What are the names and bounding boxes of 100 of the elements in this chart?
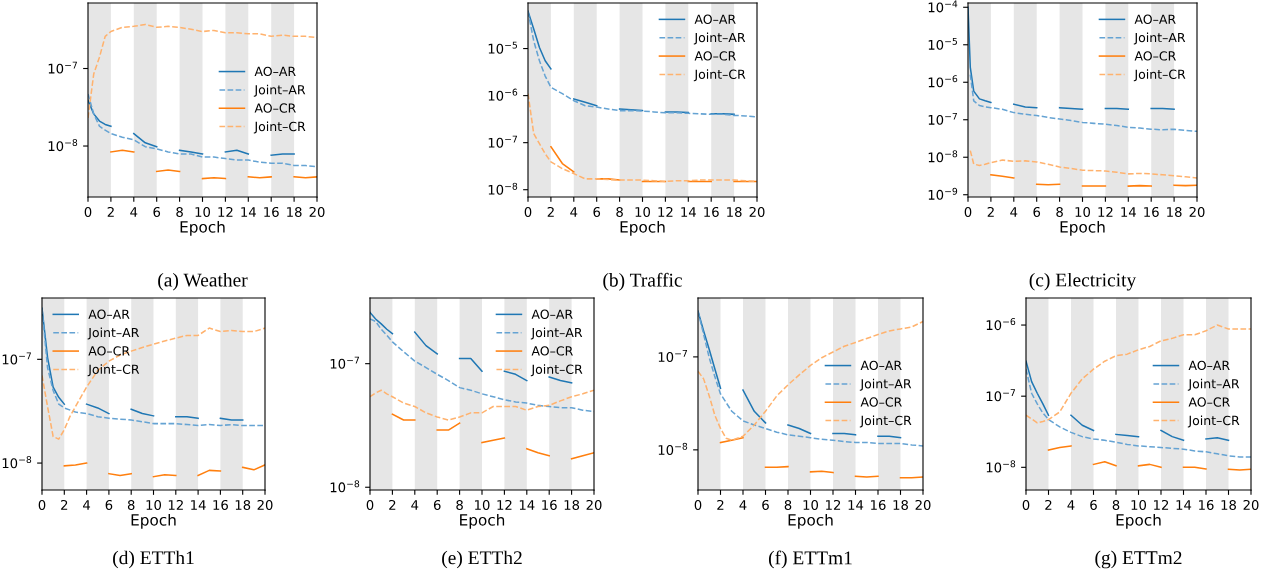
y-tick-label: 10$^{−7}$ — [928, 112, 958, 125]
legend-label: AO–AR — [1188, 360, 1230, 371]
x-tick-label: 8 — [176, 206, 183, 217]
x-axis-title: Epoch — [460, 513, 505, 529]
x-tick-label: 14 — [191, 500, 206, 510]
legend-label: AO–CR — [254, 103, 296, 113]
y-tick-label: 10$^{−6}$ — [986, 318, 1016, 331]
x-tick-label: 16 — [871, 499, 886, 510]
y-tick-label: 10$^{−8}$ — [330, 480, 360, 493]
legend-label: Joint–AR — [1133, 32, 1186, 45]
x-tick-label: 12 — [826, 499, 841, 510]
line-series — [969, 149, 1197, 179]
x-tick-label: 10 — [1075, 206, 1091, 217]
x-tick-label: 18 — [287, 206, 302, 217]
x-tick-label: 2 — [987, 206, 994, 217]
legend-label: Joint–AR — [87, 327, 140, 340]
x-tick-label: 6 — [433, 499, 441, 510]
x-tick-label: 20 — [1189, 206, 1205, 217]
y-tick-label: 10$^{−7}$ — [658, 350, 688, 362]
text: (g) ETTm2 — [1095, 550, 1182, 569]
x-tick-label: 12 — [1154, 499, 1169, 510]
x-tick-label: 20 — [749, 206, 765, 217]
legend-label: Joint–AR — [1187, 378, 1240, 391]
x-tick-label: 4 — [1010, 207, 1018, 217]
x-tick-label: 12 — [1098, 206, 1113, 217]
y-tick-label: 10$^{−8}$ — [48, 139, 78, 152]
legend-label: Joint–AR — [693, 32, 746, 45]
x-tick-label: 12 — [218, 206, 233, 217]
x-tick-label: 16 — [704, 206, 719, 217]
x-tick-label: 0 — [964, 206, 972, 217]
x-axis-title: Epoch — [788, 513, 833, 529]
x-tick-label: 4 — [411, 500, 419, 510]
x-tick-label: 14 — [848, 500, 864, 510]
x-tick-label: 0 — [1022, 499, 1030, 510]
x-axis-title: Epoch — [620, 220, 665, 236]
x-tick-label: 0 — [366, 499, 374, 510]
x-tick-label: 18 — [235, 499, 251, 510]
x-tick-label: 8 — [1112, 499, 1120, 510]
line-series — [42, 327, 265, 440]
x-tick-label: 16 — [264, 206, 279, 217]
legend-label: AO–CR — [860, 397, 902, 407]
text: (e) ETTh2 — [442, 550, 522, 569]
x-tick-label: 20 — [586, 499, 602, 510]
x-tick-label: 0 — [84, 206, 92, 217]
x-tick-label: 14 — [519, 500, 535, 510]
legend-label: Joint–CR — [1187, 415, 1240, 428]
legend-label: Joint–AR — [253, 84, 306, 97]
x-tick-label: 4 — [130, 207, 138, 217]
x-tick-label: 10 — [1131, 499, 1147, 510]
x-tick-label: 6 — [105, 499, 113, 510]
x-tick-label: 14 — [681, 207, 696, 217]
y-tick-label: 10$^{−5}$ — [928, 37, 957, 50]
legend-label: AO–AR — [1134, 14, 1176, 24]
x-axis-title: Epoch — [1116, 513, 1161, 529]
y-tick-label: 10$^{−8}$ — [928, 150, 958, 163]
x-tick-label: 2 — [389, 499, 396, 510]
legend-label: AO–CR — [1188, 397, 1230, 407]
x-tick-label: 0 — [38, 499, 46, 510]
x-tick-label: 6 — [762, 499, 769, 510]
legend-label: Joint–CR — [530, 364, 583, 377]
x-tick-label: 14 — [241, 207, 256, 217]
y-tick-label: 10$^{−7}$ — [2, 352, 32, 365]
x-tick-label: 20 — [1243, 499, 1259, 510]
x-tick-label: 6 — [593, 206, 601, 217]
y-tick-label: 10$^{−8}$ — [2, 456, 32, 469]
text: (b) Traffic — [603, 272, 682, 291]
x-tick-label: 10 — [475, 499, 490, 510]
x-tick-label: 2 — [107, 206, 114, 217]
legend-label: Joint–CR — [1133, 69, 1186, 82]
legend-label: AO–CR — [531, 346, 573, 356]
line-series — [370, 389, 594, 421]
x-tick-label: 16 — [1144, 206, 1159, 217]
x-tick-label: 4 — [570, 207, 578, 217]
x-tick-label: 10 — [195, 206, 211, 217]
y-tick-label: 10$^{−8}$ — [986, 460, 1016, 473]
x-tick-label: 2 — [61, 499, 68, 510]
x-tick-label: 4 — [739, 500, 747, 510]
x-tick-label: 18 — [564, 499, 580, 510]
x-tick-label: 18 — [1221, 499, 1236, 510]
legend-label: Joint–AR — [859, 378, 912, 391]
x-tick-label: 12 — [658, 206, 673, 217]
x-tick-label: 18 — [727, 206, 742, 217]
y-tick-label: 10$^{−7}$ — [488, 135, 518, 148]
x-axis-title: Epoch — [131, 513, 176, 529]
x-tick-label: 8 — [784, 499, 792, 510]
x-tick-label: 14 — [1176, 500, 1192, 510]
y-tick-label: 10$^{−6}$ — [488, 88, 518, 101]
x-tick-label: 20 — [257, 499, 273, 510]
x-tick-label: 18 — [893, 499, 908, 510]
x-tick-label: 16 — [542, 499, 557, 510]
legend-label: AO–CR — [694, 51, 736, 61]
legend-label: AO–AR — [694, 14, 736, 24]
x-tick-label: 4 — [83, 500, 91, 510]
y-tick-label: 10$^{−5}$ — [488, 41, 517, 54]
text: (d) ETTh1 — [113, 550, 194, 569]
x-tick-label: 10 — [803, 499, 819, 510]
legend-label: Joint–CR — [87, 364, 140, 377]
x-tick-label: 4 — [1067, 500, 1075, 510]
y-tick-label: 10$^{−9}$ — [928, 187, 958, 200]
line-series — [370, 318, 594, 413]
